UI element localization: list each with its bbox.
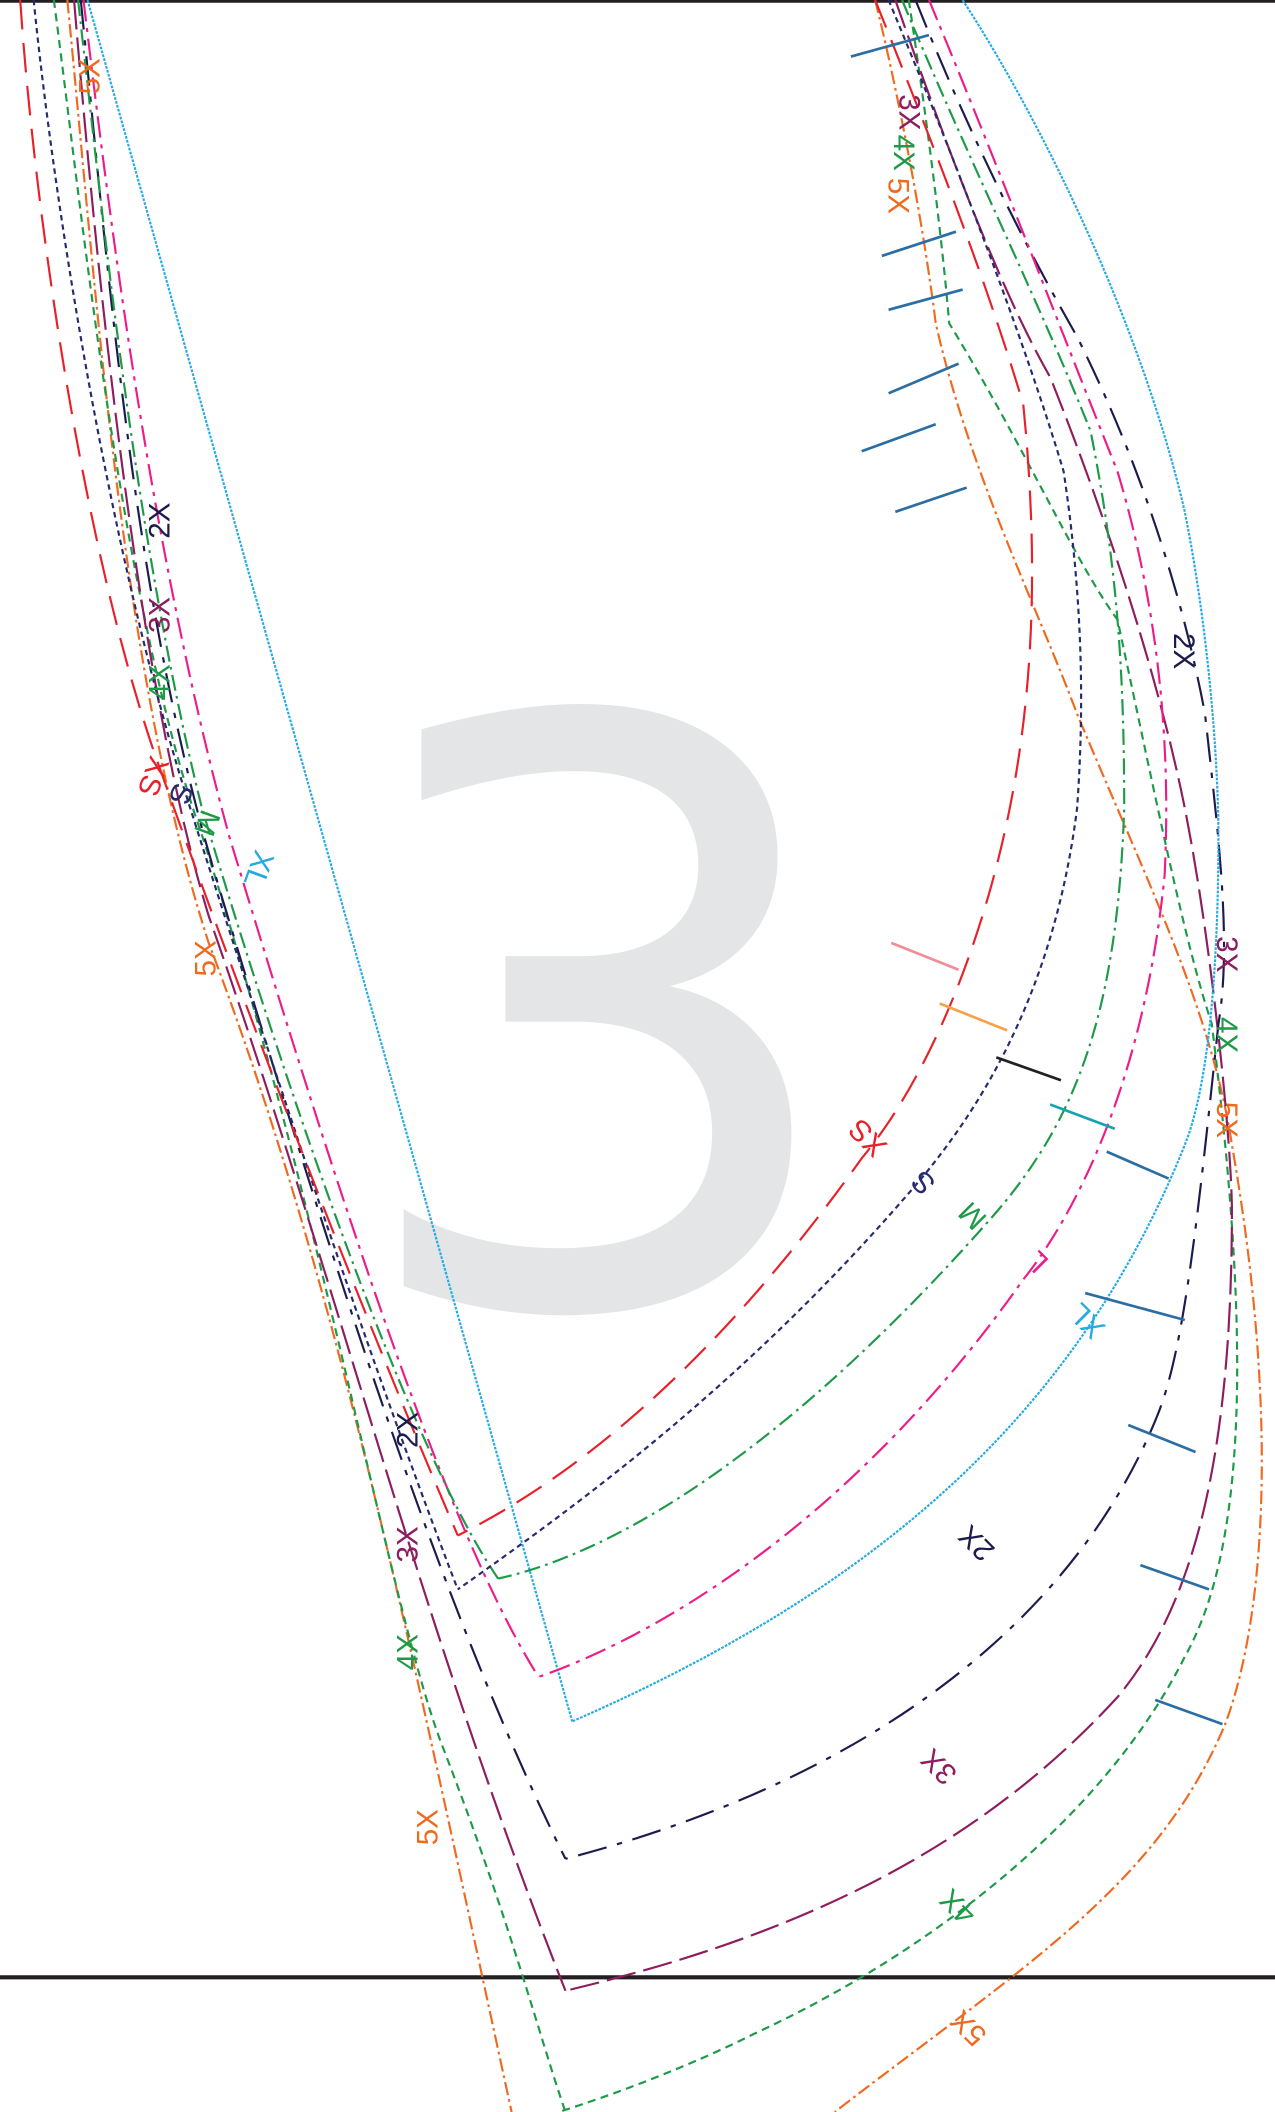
size-label-5x-left-2: 5X xyxy=(189,940,222,976)
size-label-4x-lower-left: 4X xyxy=(391,1634,424,1670)
size-label-5x-top: 5X xyxy=(882,178,915,214)
size-label-s: S xyxy=(905,1164,942,1201)
size-label-5x-right: 5X xyxy=(1210,1102,1243,1138)
size-label-4x: 4X xyxy=(933,1882,982,1931)
notch-mark-orange xyxy=(939,1002,1008,1032)
outline-size-M xyxy=(77,0,1126,1580)
outline-size-4X xyxy=(52,0,1239,2112)
size-label-4x-right: 4X xyxy=(1210,1017,1243,1053)
notch-mark-blue xyxy=(850,33,1223,1726)
outline-size-5X xyxy=(66,0,1263,2112)
size-label-5x-lower-left: 5X xyxy=(412,1809,445,1845)
outline-size-XS xyxy=(19,0,1034,1537)
size-label-s-left: S xyxy=(162,779,200,809)
size-label-l: L xyxy=(1020,1244,1055,1279)
size-label-xl: XL xyxy=(1063,1296,1112,1345)
size-label-m: M xyxy=(952,1195,993,1236)
notch-mark-teal xyxy=(1049,1103,1116,1130)
notch-mark-pink xyxy=(890,941,960,972)
size-label-3x-top: 3X xyxy=(892,94,925,130)
size-label-4x-left: 4X xyxy=(144,664,177,700)
notch-mark-black xyxy=(995,1056,1062,1082)
outline-size-XL xyxy=(86,0,1220,1723)
size-label-4x-top: 4X xyxy=(887,135,920,171)
size-label-2x-left: 2X xyxy=(144,502,177,538)
size-label-3x-left: 3X xyxy=(144,597,177,633)
size-label-2x-lower-left: 2X xyxy=(391,1411,424,1447)
size-label-5x: 5X xyxy=(944,2003,993,2052)
size-label-3x-right: 3X xyxy=(1210,936,1243,972)
size-label-m-left: M xyxy=(187,806,226,840)
page-number: 3 xyxy=(342,554,856,1495)
outline-size-3X xyxy=(72,0,1233,1992)
size-label-3x-lower-left: 3X xyxy=(391,1526,424,1562)
size-label-2x-right: 2X xyxy=(1167,633,1200,669)
size-label-5x-left: 5X xyxy=(74,58,107,94)
size-label-2x: 2X xyxy=(952,1518,1001,1567)
size-label-3x: 3X xyxy=(914,1742,963,1791)
outline-size-S xyxy=(32,0,1083,1591)
outline-size-2X xyxy=(79,0,1226,1860)
outline-size-L xyxy=(82,0,1168,1678)
